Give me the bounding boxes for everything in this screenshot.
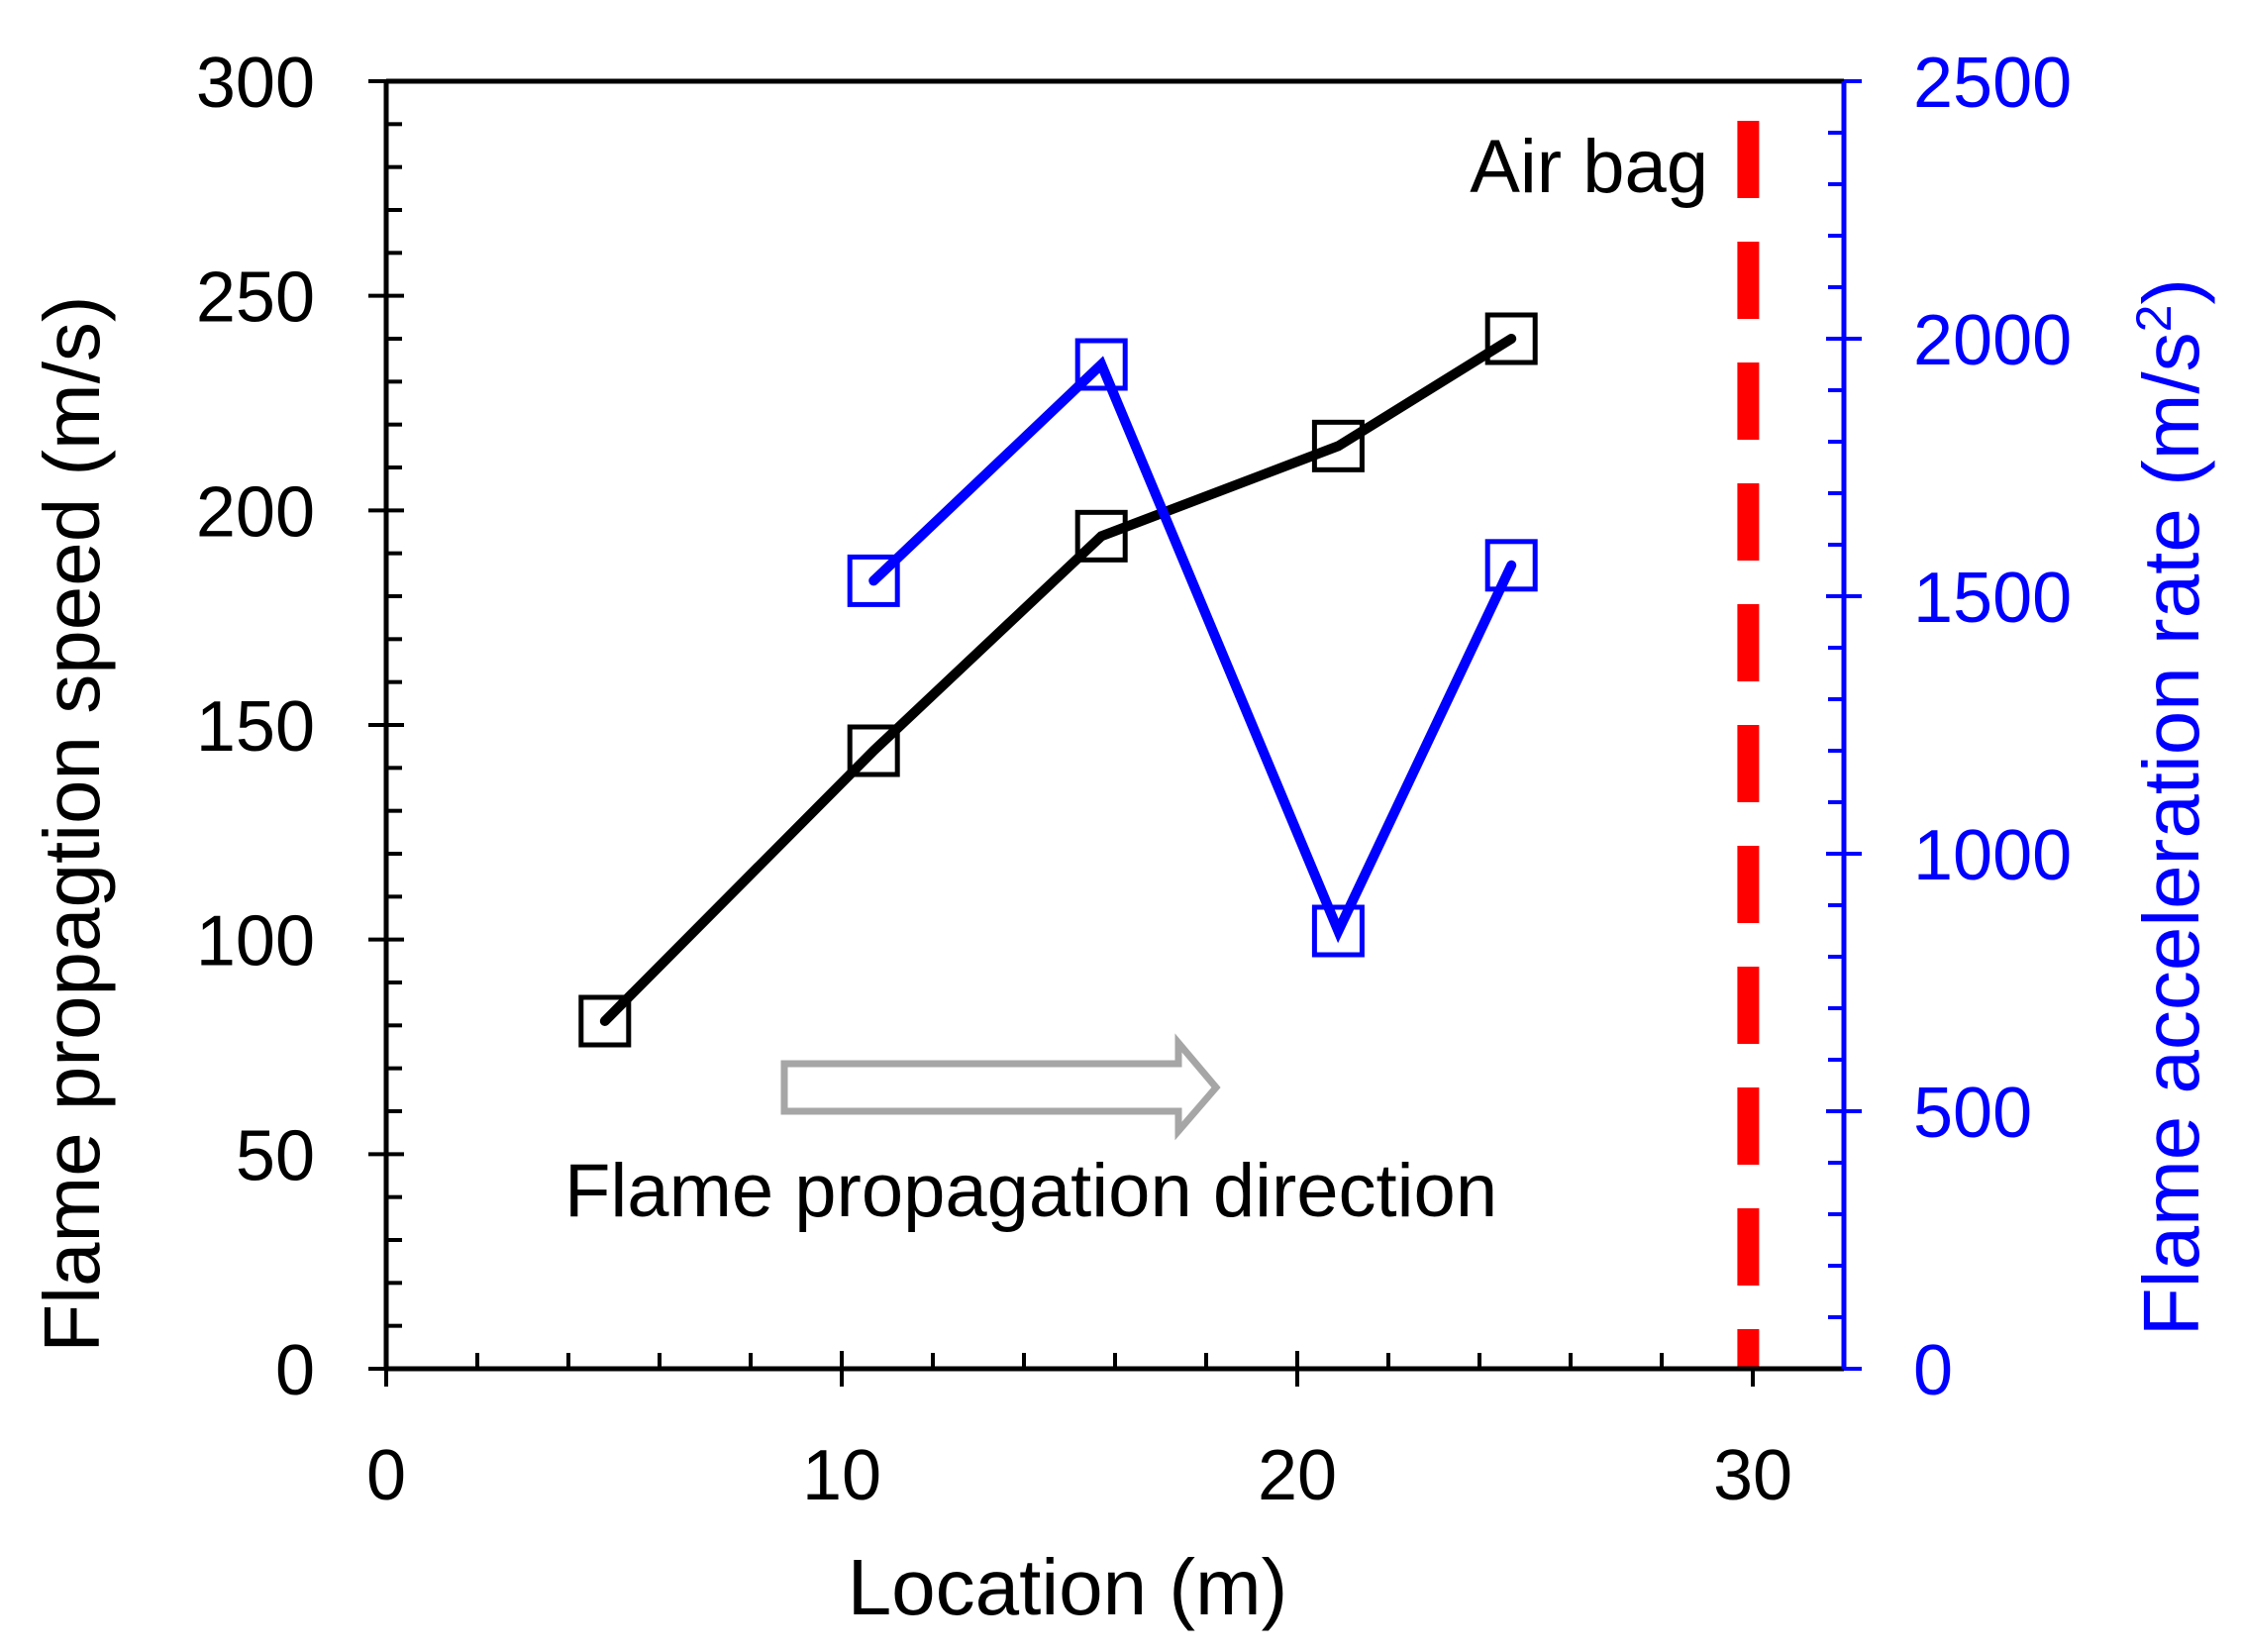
x-tick-label: 0 xyxy=(366,1436,406,1515)
data-point-marker xyxy=(1484,539,1538,592)
tick-labels: 0 10 20 30050100150200250300050010001500200… xyxy=(196,44,2072,1515)
y-tick-label: 200 xyxy=(196,472,315,552)
data-point-marker xyxy=(847,724,900,777)
x-tick-label: 30 xyxy=(1713,1436,1792,1515)
data-point-marker xyxy=(578,994,632,1048)
y-tick-label: 50 xyxy=(236,1116,315,1195)
y2-tick-label: 1000 xyxy=(1913,816,2072,895)
data-point-marker xyxy=(1311,419,1365,472)
y2-tick-label: 0 xyxy=(1913,1331,1953,1410)
direction-label: Flame propagation direction xyxy=(564,1149,1497,1233)
y-tick-label: 300 xyxy=(196,44,315,123)
data-point-marker xyxy=(1074,338,1128,391)
x-tick-label: 20 xyxy=(1258,1436,1337,1515)
y2-tick-label: 2000 xyxy=(1913,301,2072,380)
data-point-marker xyxy=(1311,904,1365,958)
y2-tick-label: 500 xyxy=(1913,1074,2032,1153)
series-layer xyxy=(578,312,1538,1048)
series-speed xyxy=(578,312,1538,1048)
y2-axis-title-close: ) xyxy=(2127,278,2215,305)
y-axis-title: Flame propagtion speed (m/s) xyxy=(28,295,116,1352)
y-tick-label: 100 xyxy=(196,902,315,981)
data-point-marker xyxy=(1074,509,1128,563)
air-bag-label: Air bag xyxy=(1470,125,1708,209)
y-tick-label: 250 xyxy=(196,258,315,338)
y2-tick-label: 2500 xyxy=(1913,44,2072,123)
y2-tick-label: 1500 xyxy=(1913,559,2072,638)
y-tick-label: 150 xyxy=(196,687,315,767)
x-tick-label: 10 xyxy=(802,1436,881,1515)
series-acceleration xyxy=(847,338,1538,958)
data-point-marker xyxy=(847,554,900,607)
direction-arrow xyxy=(780,1033,1221,1141)
y2-axis-title-sup: 2 xyxy=(2126,305,2182,333)
series-line xyxy=(868,356,1517,944)
series-line xyxy=(599,334,1517,1026)
y2-axis-title: Flame acceleration rate (m/s2) xyxy=(2126,278,2215,1336)
y-tick-label: 0 xyxy=(275,1331,315,1410)
x-axis-title: Location (m) xyxy=(848,1543,1288,1631)
y2-axis-title-main: Flame acceleration rate (m/s xyxy=(2127,332,2215,1336)
data-point-marker xyxy=(1484,312,1538,365)
